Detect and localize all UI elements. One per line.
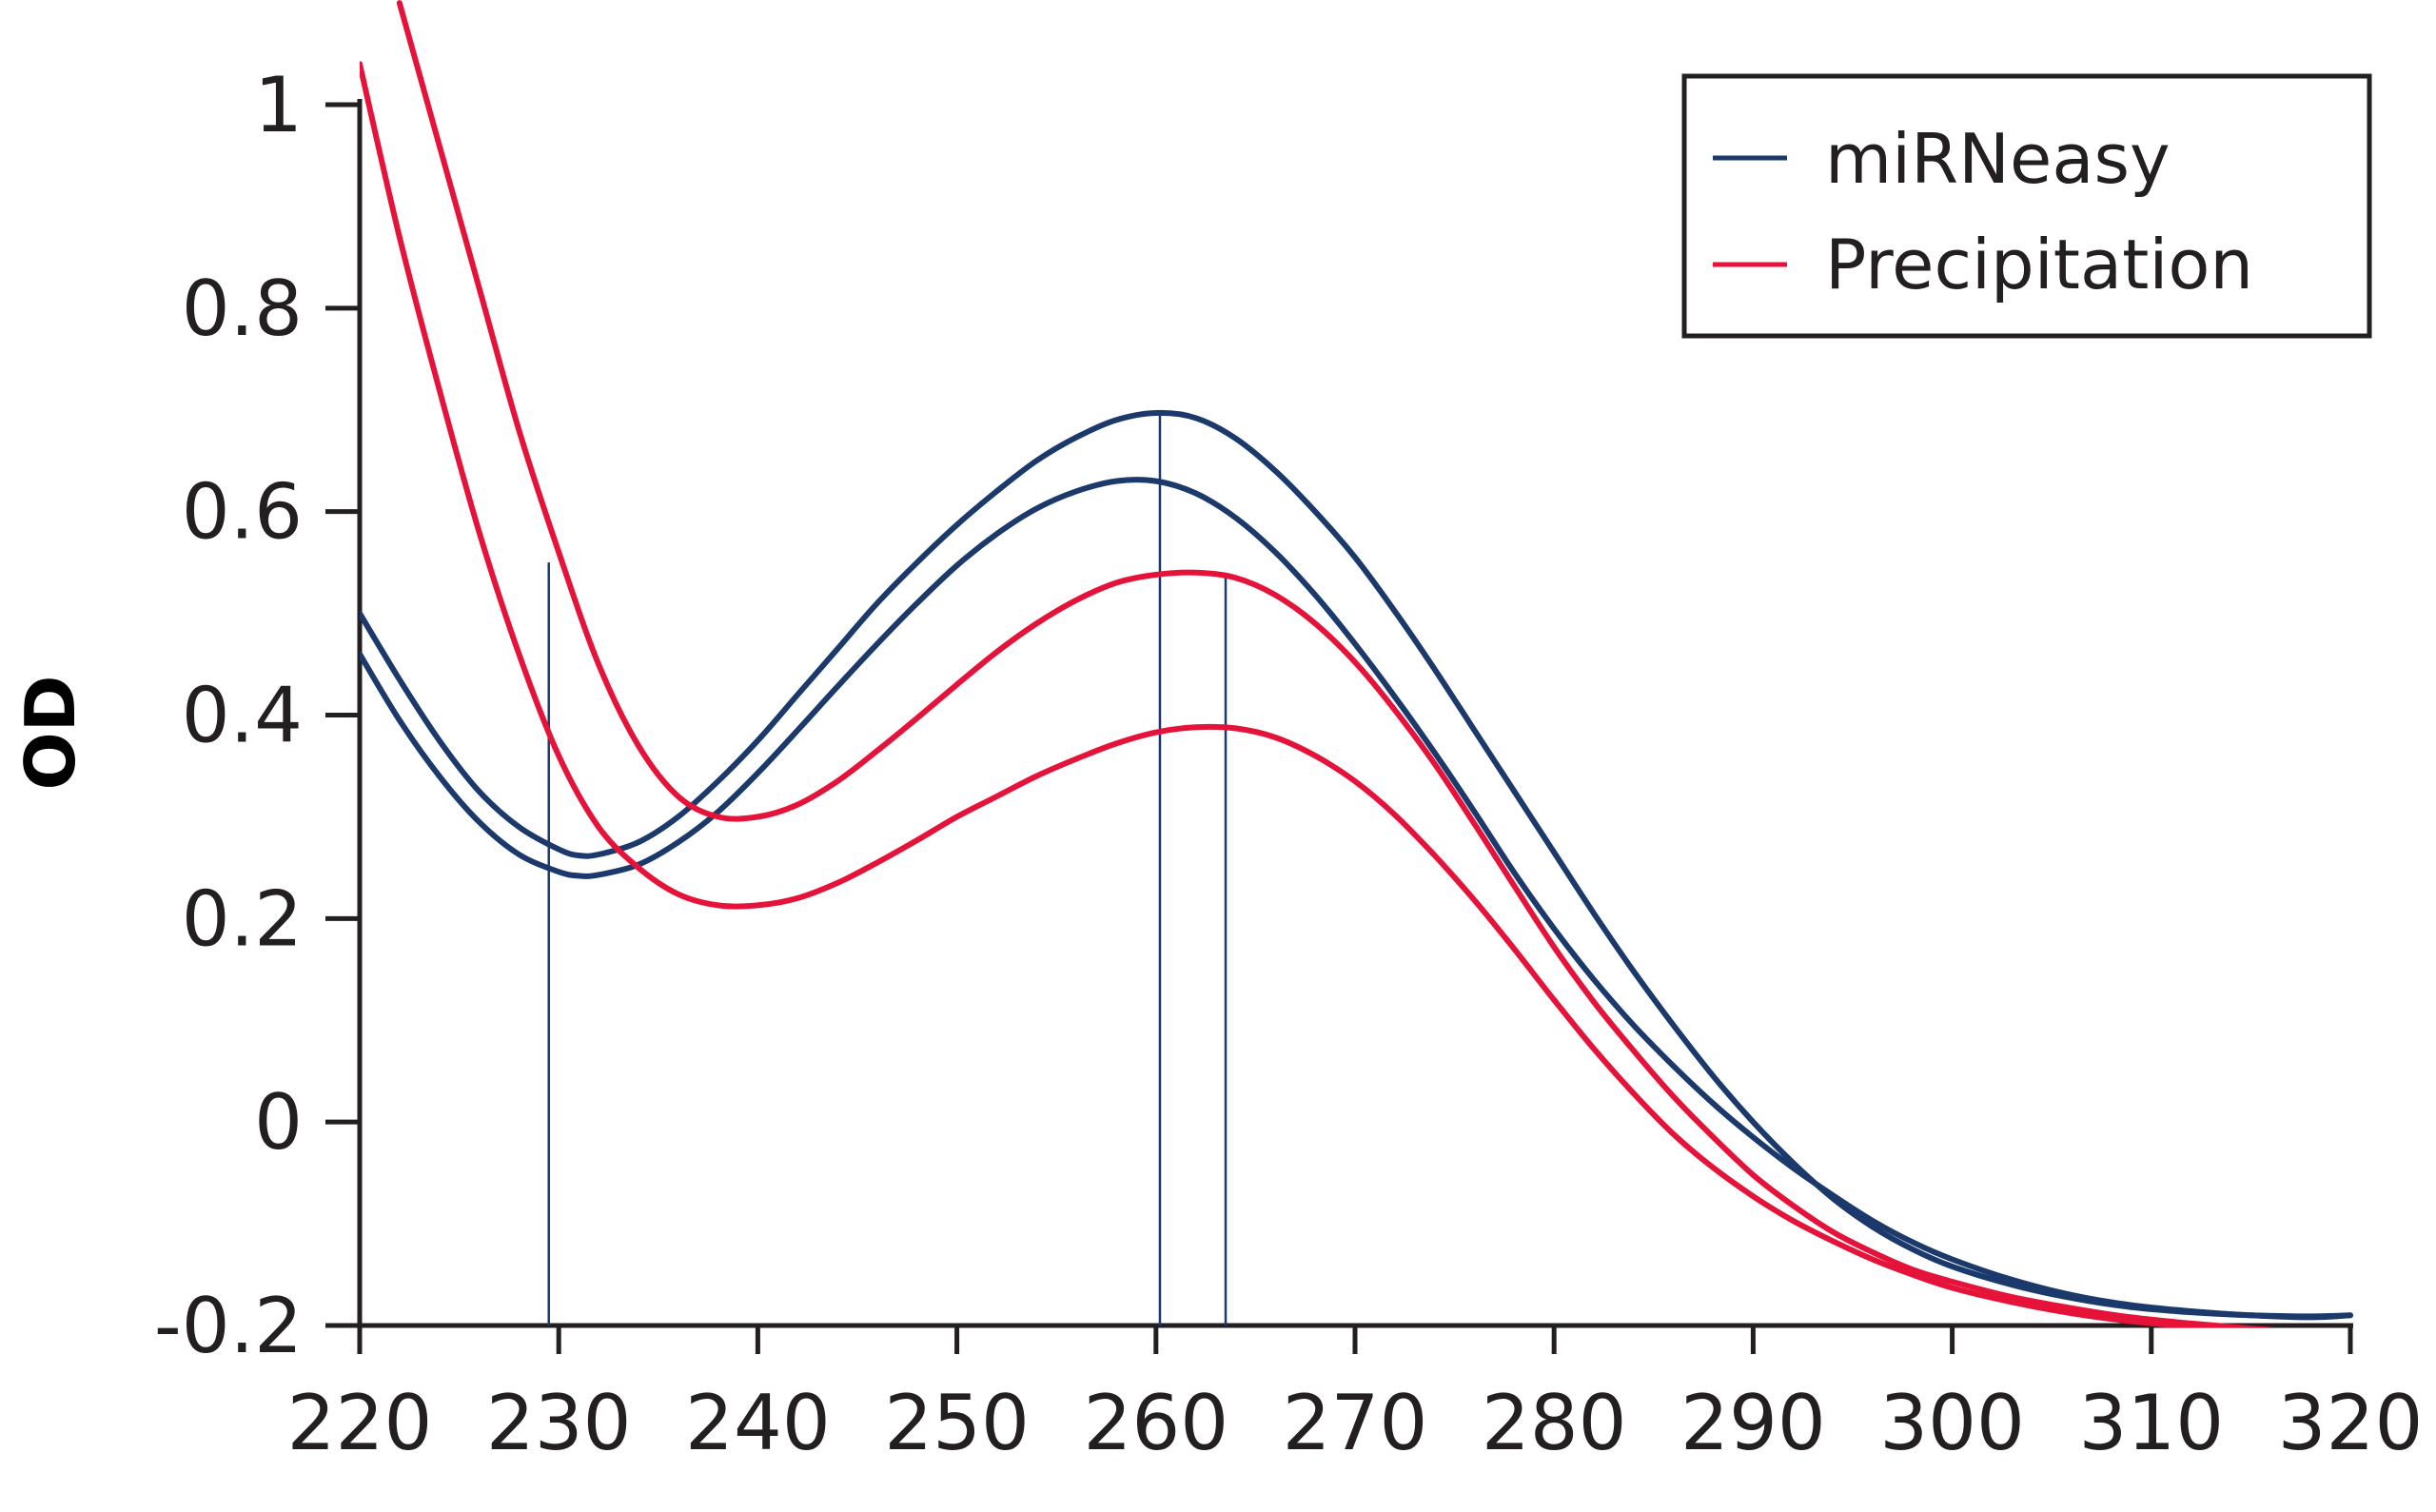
y-tick-label: 0 bbox=[254, 1078, 303, 1167]
y-axis-title: OD bbox=[10, 676, 90, 791]
x-tick-label: 220 bbox=[287, 1379, 433, 1467]
x-tick-label: 270 bbox=[1283, 1379, 1428, 1467]
legend-label-precipitation: Precipitation bbox=[1825, 225, 2253, 304]
x-tick-label: 230 bbox=[486, 1379, 632, 1467]
vertical-markers bbox=[547, 415, 1228, 1325]
legend-box bbox=[1681, 73, 2372, 339]
x-axis: 220 230 240 250 260 270 280 290 300 310 320 bbox=[287, 1323, 2424, 1467]
x-tick-label: 300 bbox=[1879, 1379, 2025, 1467]
series-line-4 bbox=[360, 61, 2246, 1327]
series-line-2 bbox=[360, 477, 2353, 1321]
x-tick-label: 260 bbox=[1083, 1379, 1228, 1467]
y-tick-label: 0.6 bbox=[182, 468, 303, 557]
y-tick-label: 0.8 bbox=[182, 265, 303, 353]
x-tick-label: 280 bbox=[1482, 1379, 1627, 1467]
series-line-3 bbox=[396, 0, 2276, 1327]
x-tick-label: 290 bbox=[1680, 1379, 1826, 1467]
y-tick-label: 0.2 bbox=[182, 874, 303, 963]
legend: miRNeasy Precipitation bbox=[1681, 73, 2372, 339]
y-axis: -0.2 0 0.2 0.4 0.6 0.8 1 bbox=[154, 61, 363, 1370]
x-tick-label: 250 bbox=[884, 1379, 1030, 1467]
series-lines bbox=[360, 0, 2353, 1327]
legend-label-mirneasy: miRNeasy bbox=[1825, 119, 2171, 199]
y-tick-label: 0.4 bbox=[182, 672, 303, 760]
x-tick-label: 320 bbox=[2278, 1379, 2424, 1467]
x-tick-label: 310 bbox=[2078, 1379, 2224, 1467]
x-tick-label: 240 bbox=[685, 1379, 831, 1467]
y-tick-label: 1 bbox=[254, 61, 303, 149]
series-line-1 bbox=[360, 409, 2353, 1320]
y-tick-label: -0.2 bbox=[154, 1282, 303, 1370]
